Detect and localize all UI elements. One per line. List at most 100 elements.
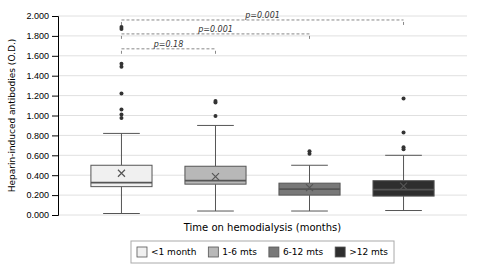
box — [373, 181, 434, 196]
median — [185, 180, 246, 182]
outlier — [119, 62, 123, 66]
whisker-cap-high — [385, 155, 422, 156]
y-tick: 1.000 — [26, 111, 58, 121]
y-tick-label: 1.800 — [26, 31, 49, 41]
bracket-drop — [215, 49, 216, 54]
y-tick-label: 0.800 — [26, 131, 49, 141]
significance-brackets — [121, 20, 403, 54]
bracket-drop — [309, 34, 310, 39]
grid-line — [58, 215, 467, 216]
whisker-low — [121, 187, 122, 214]
plot: 0.000 0.200 0.400 0.600 0.800 1.000 1.200 1.400… — [26, 11, 467, 220]
bracket-drop — [403, 20, 404, 25]
whisker-high — [215, 125, 216, 166]
legend-swatch — [208, 247, 218, 257]
legend-label: >12 mts — [349, 247, 388, 257]
box-group — [373, 97, 434, 211]
y-tick-mark — [52, 195, 58, 196]
box — [279, 183, 340, 195]
y-tick: 0.600 — [26, 151, 58, 161]
whisker-low — [309, 195, 310, 211]
grid-line — [58, 35, 467, 36]
whisker-cap-low — [197, 211, 234, 212]
whisker-cap-high — [103, 133, 140, 134]
significance-labels: p=0.18 p=0.001 p=0.001 — [153, 11, 280, 49]
y-tick-label: 0.200 — [26, 190, 49, 200]
whisker-high — [121, 133, 122, 165]
significance-label: p=0.001 — [244, 11, 280, 20]
outlier — [119, 25, 123, 29]
grid-line — [58, 155, 467, 156]
bracket-drop — [121, 49, 122, 54]
y-tick-mark — [52, 96, 58, 97]
y-tick-mark — [52, 16, 58, 17]
y-axis: 0.000 0.200 0.400 0.600 0.800 1.000 1.200 1.400… — [26, 11, 58, 220]
y-tick: 1.600 — [26, 51, 58, 61]
whisker-high — [403, 155, 404, 180]
grid-line — [58, 95, 467, 96]
outlier — [119, 113, 123, 117]
marks — [91, 20, 434, 214]
y-tick-mark — [52, 36, 58, 37]
whisker-cap-high — [291, 165, 328, 166]
outlier — [213, 99, 217, 103]
whisker-cap-high — [197, 125, 234, 126]
grid-line — [58, 55, 467, 56]
mean-marker — [118, 170, 125, 177]
y-axis-line — [52, 17, 59, 216]
whisker-low — [215, 184, 216, 211]
whisker-cap-low — [291, 211, 328, 212]
legend-swatch — [137, 247, 147, 257]
grid-line — [58, 135, 467, 136]
y-tick: 0.200 — [26, 190, 58, 200]
y-tick: 2.000 — [26, 11, 58, 21]
mean-marker — [212, 173, 219, 180]
outlier — [402, 145, 406, 149]
y-axis-title: Heparin-induced antibodies (O.D.) — [7, 39, 17, 193]
legend-label: <1 month — [151, 247, 196, 257]
y-tick: 1.400 — [26, 71, 58, 81]
y-tick-label: 1.200 — [26, 91, 49, 101]
outlier — [402, 130, 406, 134]
grid-line — [58, 115, 467, 116]
y-tick: 1.800 — [26, 31, 58, 41]
y-tick: 1.200 — [26, 91, 58, 101]
outlier — [308, 149, 312, 153]
y-tick-label: 0.600 — [26, 151, 49, 161]
whisker-cap-low — [103, 213, 140, 214]
grid — [58, 16, 467, 215]
legend-frame — [131, 241, 394, 263]
significance-label: p=0.18 — [153, 40, 184, 49]
legend-label: 6-12 mts — [283, 247, 324, 257]
bracket-drop — [121, 20, 122, 25]
y-tick-label: 2.000 — [26, 11, 49, 21]
significance-label: p=0.001 — [197, 25, 233, 34]
box — [185, 166, 246, 184]
box — [91, 165, 152, 186]
y-tick-label: 1.600 — [26, 51, 49, 61]
y-tick: 0.800 — [26, 131, 58, 141]
whisker-high — [309, 165, 310, 183]
whisker-cap-low — [385, 210, 422, 211]
y-tick-label: 0.000 — [26, 210, 49, 220]
box-group — [185, 99, 246, 211]
box-group — [279, 149, 340, 211]
median — [91, 182, 152, 184]
y-tick: 0.000 — [26, 210, 58, 220]
bracket-drop — [121, 34, 122, 39]
y-tick-mark — [52, 56, 58, 57]
grid-line — [58, 75, 467, 76]
chart: 0.000 0.200 0.400 0.600 0.800 1.000 1.200 1.400… — [0, 0, 479, 279]
legend-swatch — [269, 247, 279, 257]
outlier — [213, 114, 217, 118]
outlier — [402, 97, 406, 101]
median — [373, 189, 434, 191]
legend: <1 month 1-6 mts 6-12 mts >12 mts — [131, 241, 394, 263]
legend-label: 1-6 mts — [222, 247, 257, 257]
x-axis-title: Time on hemodialysis (months) — [183, 222, 342, 233]
whisker-low — [403, 196, 404, 210]
box-group — [91, 25, 152, 214]
y-tick-label: 0.400 — [26, 171, 49, 181]
mean-marker — [400, 183, 407, 190]
y-tick-mark — [52, 215, 58, 216]
